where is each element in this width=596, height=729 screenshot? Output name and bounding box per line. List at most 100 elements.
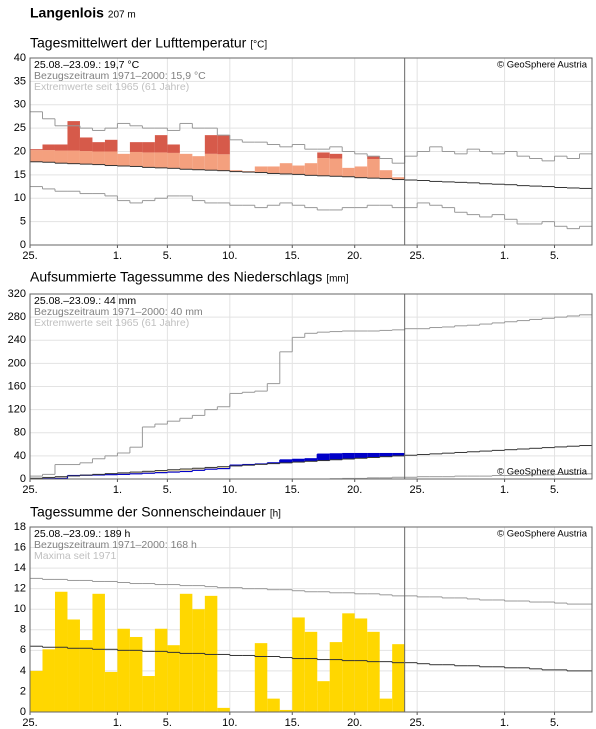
bar [54,144,68,151]
info-line: Bezugszeitraum 1971–2000: 40 mm [34,306,203,318]
difference-fill [117,472,130,475]
y-tick-label: 80 [14,427,26,439]
x-tick-label: 10. [222,717,237,729]
difference-fill [129,472,143,474]
difference-fill [367,453,380,458]
bar [292,165,305,175]
bar [342,167,355,177]
difference-fill [42,477,55,479]
difference-fill [167,469,180,473]
x-tick-label: 5. [550,484,559,496]
info-line: 25.08.–23.09.: 19,7 °C [34,59,140,71]
bar [54,150,68,164]
bar [67,150,80,164]
bar [104,139,118,152]
y-tick-label: 240 [8,334,26,346]
x-tick-label: 25. [22,250,37,262]
bar [42,144,55,151]
bar [192,609,205,712]
plot-frame [29,57,593,246]
bar [30,150,43,162]
bar [329,158,343,177]
bar [167,144,180,153]
bar [129,151,143,167]
info-line: Maxima seit 1971 [34,550,116,562]
bar [217,707,230,712]
info-line: Bezugszeitraum 1971–2000: 15,9 °C [34,70,206,82]
bar [79,137,93,152]
difference-fill [192,468,205,471]
bar [292,617,305,712]
y-tick-label: 15 [14,169,26,181]
bar [92,593,105,712]
bar [204,135,218,154]
y-tick-label: 5 [20,216,26,228]
info-line: Extremwerte seit 1965 (61 Jahre) [34,81,189,93]
x-tick-label: 10. [222,250,237,262]
bar [54,591,68,712]
difference-fill [342,453,355,459]
bar [317,681,330,712]
bar [317,152,330,159]
x-tick-label: 1. [113,717,122,729]
bar [367,158,380,179]
bar [30,149,43,151]
bar [154,135,168,153]
x-tick-label: 25. [410,717,425,729]
y-tick-label: 0 [20,473,26,485]
copyright: © GeoSphere Austria [497,467,588,478]
x-tick-label: 1. [113,250,122,262]
y-tick-label: 160 [8,380,26,392]
x-tick-label: 15. [285,717,300,729]
y-tick-label: 25 [14,122,26,134]
y-tick-label: 8 [20,624,26,636]
difference-fill [354,453,368,459]
x-tick-label: 20. [347,250,362,262]
x-tick-label: 20. [347,717,362,729]
bar [179,153,193,170]
x-tick-label: 5. [163,484,172,496]
bar [329,642,343,712]
y-tick-label: 40 [14,450,26,462]
x-tick-label: 5. [163,250,172,262]
y-tick-label: 30 [14,99,26,111]
difference-fill [392,453,405,456]
bar [42,649,55,712]
bar [329,153,343,159]
bar [367,156,380,159]
copyright: © GeoSphere Austria [497,529,588,540]
difference-fill [217,466,230,469]
bar [129,636,143,712]
bar [304,631,318,712]
bar [204,153,218,171]
y-tick-label: 0 [20,706,26,718]
bar [67,619,80,712]
difference-fill [179,468,193,472]
station-name: Langenlois [30,5,104,21]
panel-title: Aufsummierte Tagessumme des Niederschlag… [30,269,322,285]
y-tick-label: 20 [14,145,26,157]
x-tick-label: 25. [410,250,425,262]
bar [279,163,293,174]
difference-fill [154,470,168,473]
bar [167,645,180,712]
bar [342,613,355,712]
x-tick-label: 1. [500,717,509,729]
difference-fill [379,453,393,457]
station-elevation: 207 m [108,10,136,21]
bar [167,152,180,169]
bar [179,593,193,712]
bar [254,166,268,173]
y-tick-label: 4 [20,665,26,677]
info-line: 25.08.–23.09.: 44 mm [34,295,136,307]
info-line: Extremwerte seit 1965 (61 Jahre) [34,317,189,329]
y-tick-label: 14 [14,562,26,574]
bar [142,152,155,168]
y-tick-label: 16 [14,541,26,553]
x-tick-label: 25. [22,717,37,729]
x-tick-label: 25. [22,484,37,496]
x-tick-label: 1. [500,484,509,496]
x-tick-label: 5. [550,717,559,729]
difference-fill [142,471,155,474]
